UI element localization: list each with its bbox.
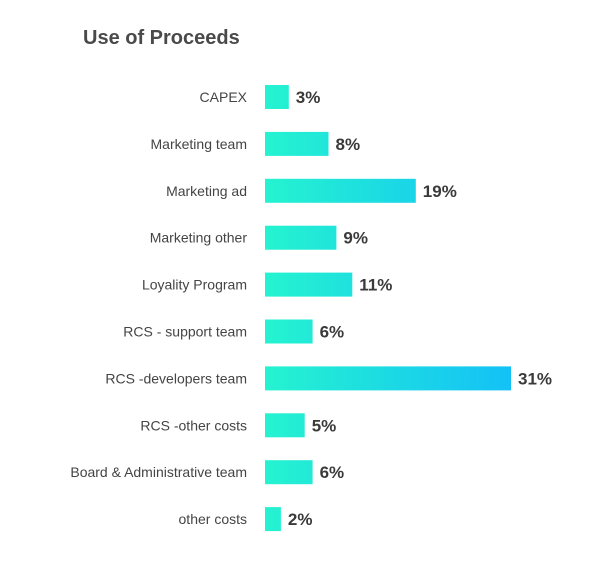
value-label: 2% <box>288 510 313 529</box>
category-labels: CAPEX Marketing team Marketing ad Marketing… <box>70 89 247 527</box>
bar <box>265 225 337 250</box>
bar <box>265 413 305 438</box>
category-label: CAPEX <box>200 89 248 105</box>
category-label: other costs <box>179 511 247 527</box>
category-label: Board & Administrative team <box>70 464 247 480</box>
chart-title: Use of Proceeds <box>83 27 240 49</box>
bar <box>265 178 416 203</box>
value-label: 5% <box>312 416 337 435</box>
value-label: 6% <box>320 323 345 342</box>
value-label: 6% <box>320 463 345 482</box>
value-label: 11% <box>359 276 392 295</box>
value-label: 8% <box>336 135 361 154</box>
value-label: 3% <box>296 88 321 107</box>
value-label: 19% <box>423 182 457 201</box>
category-label: RCS -developers team <box>105 370 247 386</box>
value-labels: 3% 8% 19% 9% 11% 6% 31% 5% 6% 2% <box>288 88 552 529</box>
bar <box>265 507 281 532</box>
category-label: Marketing team <box>151 136 247 152</box>
category-label: RCS -other costs <box>140 417 247 433</box>
category-label: Loyality Program <box>142 277 247 293</box>
bar <box>265 319 313 344</box>
bar <box>265 131 329 156</box>
category-label: Marketing other <box>150 230 248 246</box>
value-label: 31% <box>518 369 552 388</box>
bar <box>265 460 313 485</box>
bars-group <box>265 85 511 532</box>
bar <box>265 366 511 391</box>
category-label: Marketing ad <box>166 183 247 199</box>
value-label: 9% <box>343 229 368 248</box>
bar <box>265 85 289 109</box>
bar <box>265 272 353 297</box>
category-label: RCS - support team <box>123 324 247 340</box>
